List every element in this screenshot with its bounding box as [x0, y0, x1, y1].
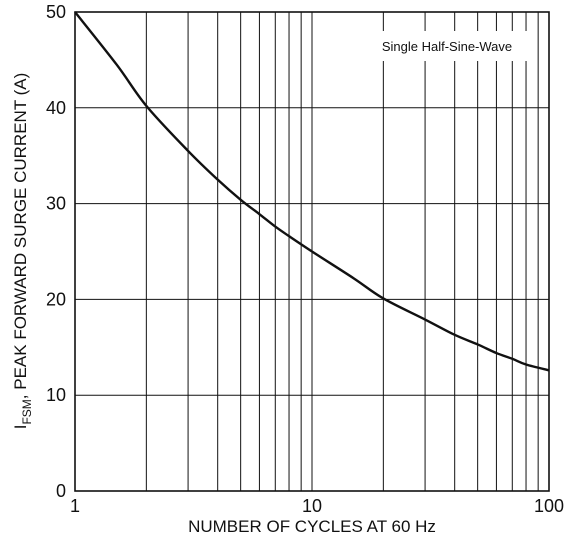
- x-tick-label: 1: [70, 496, 80, 516]
- y-tick-label: 0: [56, 481, 66, 501]
- y-tick-label: 10: [46, 385, 66, 405]
- annotation-box: [362, 31, 532, 61]
- annotation-layer: Single Half-Sine-Wave: [362, 31, 532, 61]
- grid-lines: [75, 12, 549, 491]
- plot-frame: [74, 11, 550, 492]
- y-tick-label: 40: [46, 98, 66, 118]
- y-tick-label: 20: [46, 289, 66, 309]
- y-tick-labels: 0 10 20 30 40 50: [46, 2, 66, 501]
- x-tick-label: 100: [534, 496, 564, 516]
- y-axis-title: IFSM, PEAK FORWARD SURGE CURRENT (A): [11, 73, 34, 430]
- y-tick-label: 30: [46, 194, 66, 214]
- x-axis-title: NUMBER OF CYCLES AT 60 Hz: [188, 517, 436, 536]
- y-axis-title-sub: FSM: [20, 399, 34, 424]
- y-axis-title-rest: , PEAK FORWARD SURGE CURRENT (A): [11, 73, 30, 400]
- series-layer: [74, 11, 550, 372]
- x-tick-labels: 1 10 100: [70, 496, 564, 516]
- y-axis-title-main: I: [11, 425, 30, 430]
- annotation-label: Single Half-Sine-Wave: [382, 39, 512, 54]
- surge-current-curve: [74, 11, 550, 372]
- y-tick-label: 50: [46, 2, 66, 22]
- x-tick-label: 10: [302, 496, 322, 516]
